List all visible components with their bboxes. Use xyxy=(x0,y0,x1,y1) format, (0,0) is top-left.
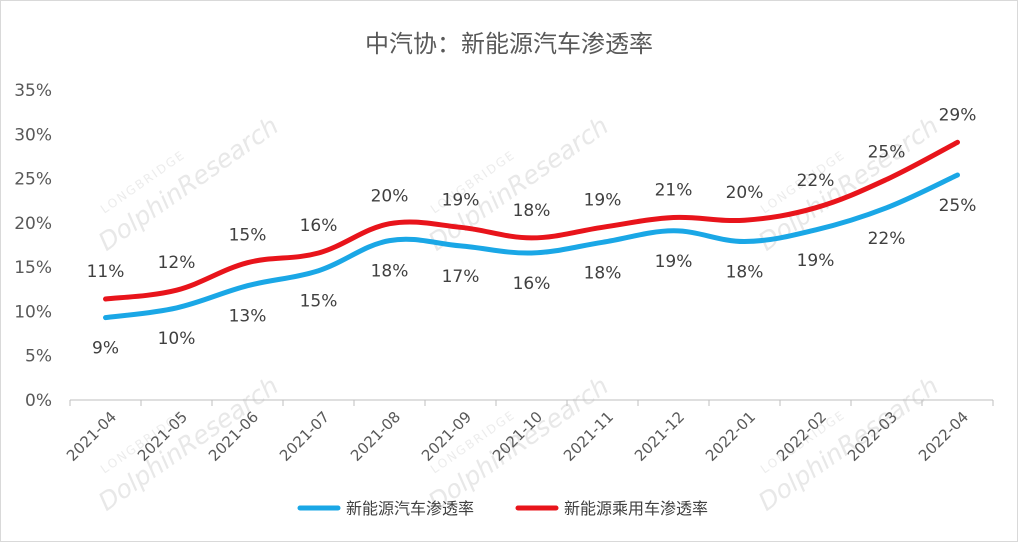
data-label: 19% xyxy=(442,190,480,210)
data-label: 17% xyxy=(442,267,480,287)
legend-item-1: 新能源汽车渗透率 xyxy=(297,499,474,518)
y-tick-label: 20% xyxy=(14,214,52,234)
data-label: 22% xyxy=(868,229,906,249)
data-label: 18% xyxy=(371,262,409,282)
data-label: 10% xyxy=(158,329,196,349)
legend-item-2: 新能源乘用车渗透率 xyxy=(515,499,708,518)
series-line-2 xyxy=(103,139,960,302)
data-label: 25% xyxy=(939,196,977,216)
data-label: 18% xyxy=(584,263,622,283)
data-labels: 9% 10% 13% 15% 18% 17% 16% 18% 19% 18% 19% 22% 25% 11… xyxy=(87,105,977,358)
y-tick-label: 35% xyxy=(14,81,52,101)
data-label: 25% xyxy=(868,142,906,162)
series-layer xyxy=(103,139,960,321)
data-label: 20% xyxy=(726,183,764,203)
series-line-1 xyxy=(103,172,960,321)
legend-label: 新能源汽车渗透率 xyxy=(346,499,474,518)
chart-title: 中汽协：新能源汽车渗透率 xyxy=(365,30,653,58)
y-tick-label: 25% xyxy=(14,170,52,190)
y-tick-label: 5% xyxy=(25,347,52,367)
data-label: 16% xyxy=(300,216,338,236)
data-label: 19% xyxy=(797,251,835,271)
data-label: 29% xyxy=(939,105,977,125)
data-label: 21% xyxy=(655,181,693,201)
data-label: 19% xyxy=(655,252,693,272)
y-tick-label: 30% xyxy=(14,125,52,145)
data-label: 13% xyxy=(229,307,267,327)
y-tick-label: 10% xyxy=(14,302,52,322)
data-label: 19% xyxy=(584,190,622,210)
data-label: 9% xyxy=(92,339,119,359)
y-axis: 0% 5% 10% 15% 20% 25% 30% 35% xyxy=(14,81,52,411)
data-label: 22% xyxy=(797,171,835,191)
data-label: 11% xyxy=(87,262,125,282)
data-label: 18% xyxy=(513,201,551,221)
data-label: 15% xyxy=(300,292,338,312)
data-label: 16% xyxy=(513,274,551,294)
data-label: 20% xyxy=(371,187,409,207)
y-tick-label: 15% xyxy=(14,258,52,278)
legend-label: 新能源乘用车渗透率 xyxy=(564,499,708,518)
legend: 新能源汽车渗透率 新能源乘用车渗透率 xyxy=(297,499,708,518)
data-label: 18% xyxy=(726,262,764,282)
data-label: 15% xyxy=(229,226,267,246)
data-label: 12% xyxy=(158,253,196,273)
y-tick-label: 0% xyxy=(25,391,52,411)
